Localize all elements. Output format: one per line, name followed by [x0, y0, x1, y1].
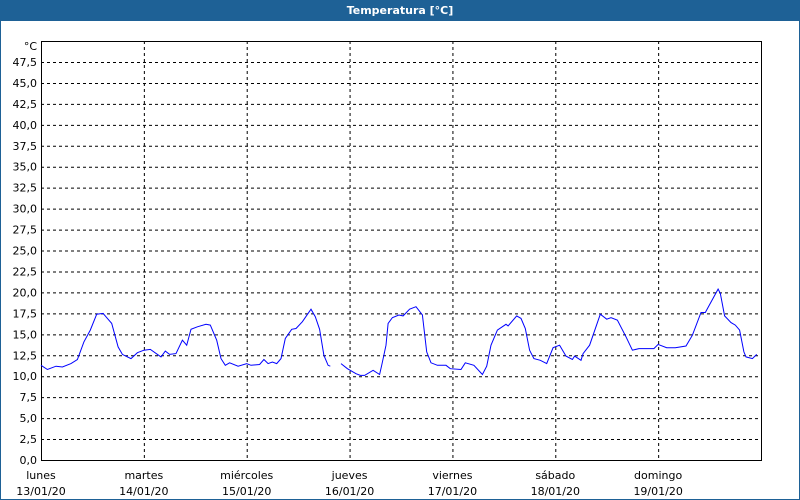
plot-area-border — [41, 41, 762, 461]
temperature-series-line — [340, 288, 758, 376]
x-tick-date-label: 17/01/20 — [428, 485, 477, 498]
y-axis-unit-label: °C — [24, 40, 38, 53]
y-tick-label: 12,5 — [13, 349, 38, 362]
y-tick-label: 0,0 — [20, 454, 38, 467]
temperature-series-line — [40, 308, 331, 371]
y-tick-label: 2,5 — [20, 433, 38, 446]
x-tick-day-label: martes — [124, 469, 163, 482]
y-tick-label: 17,5 — [13, 307, 38, 320]
y-tick-label: 22,5 — [13, 265, 38, 278]
y-tick-label: 27,5 — [13, 224, 38, 237]
y-tick-label: 42,5 — [13, 98, 38, 111]
y-tick-label: 10,0 — [13, 370, 38, 383]
y-tick-label: 30,0 — [13, 203, 38, 216]
y-tick-label: 35,0 — [13, 161, 38, 174]
x-tick-date-label: 14/01/20 — [119, 485, 168, 498]
window-title: Temperatura [°C] — [346, 4, 454, 17]
y-tick-label: 25,0 — [13, 245, 38, 258]
y-tick-label: 37,5 — [13, 140, 38, 153]
x-tick-date-label: 18/01/20 — [531, 485, 580, 498]
x-tick-day-label: lunes — [26, 469, 56, 482]
x-tick-day-label: viernes — [432, 469, 472, 482]
x-tick-date-label: 15/01/20 — [222, 485, 271, 498]
x-tick-date-label: 16/01/20 — [325, 485, 374, 498]
x-tick-day-label: domingo — [634, 469, 682, 482]
x-tick-day-label: miércoles — [220, 469, 273, 482]
y-tick-label: 32,5 — [13, 182, 38, 195]
window-title-bar: Temperatura [°C] — [0, 0, 800, 21]
x-tick-date-label: 13/01/20 — [16, 485, 65, 498]
y-tick-label: 20,0 — [13, 286, 38, 299]
y-tick-label: 15,0 — [13, 328, 38, 341]
x-tick-day-label: sábado — [535, 469, 575, 482]
y-tick-label: 45,0 — [13, 77, 38, 90]
y-tick-label: 5,0 — [20, 412, 38, 425]
y-tick-label: 7,5 — [20, 391, 38, 404]
y-tick-label: 40,0 — [13, 119, 38, 132]
x-tick-date-label: 19/01/20 — [633, 485, 682, 498]
y-tick-label: 47,5 — [13, 56, 38, 69]
x-tick-day-label: jueves — [331, 469, 368, 482]
